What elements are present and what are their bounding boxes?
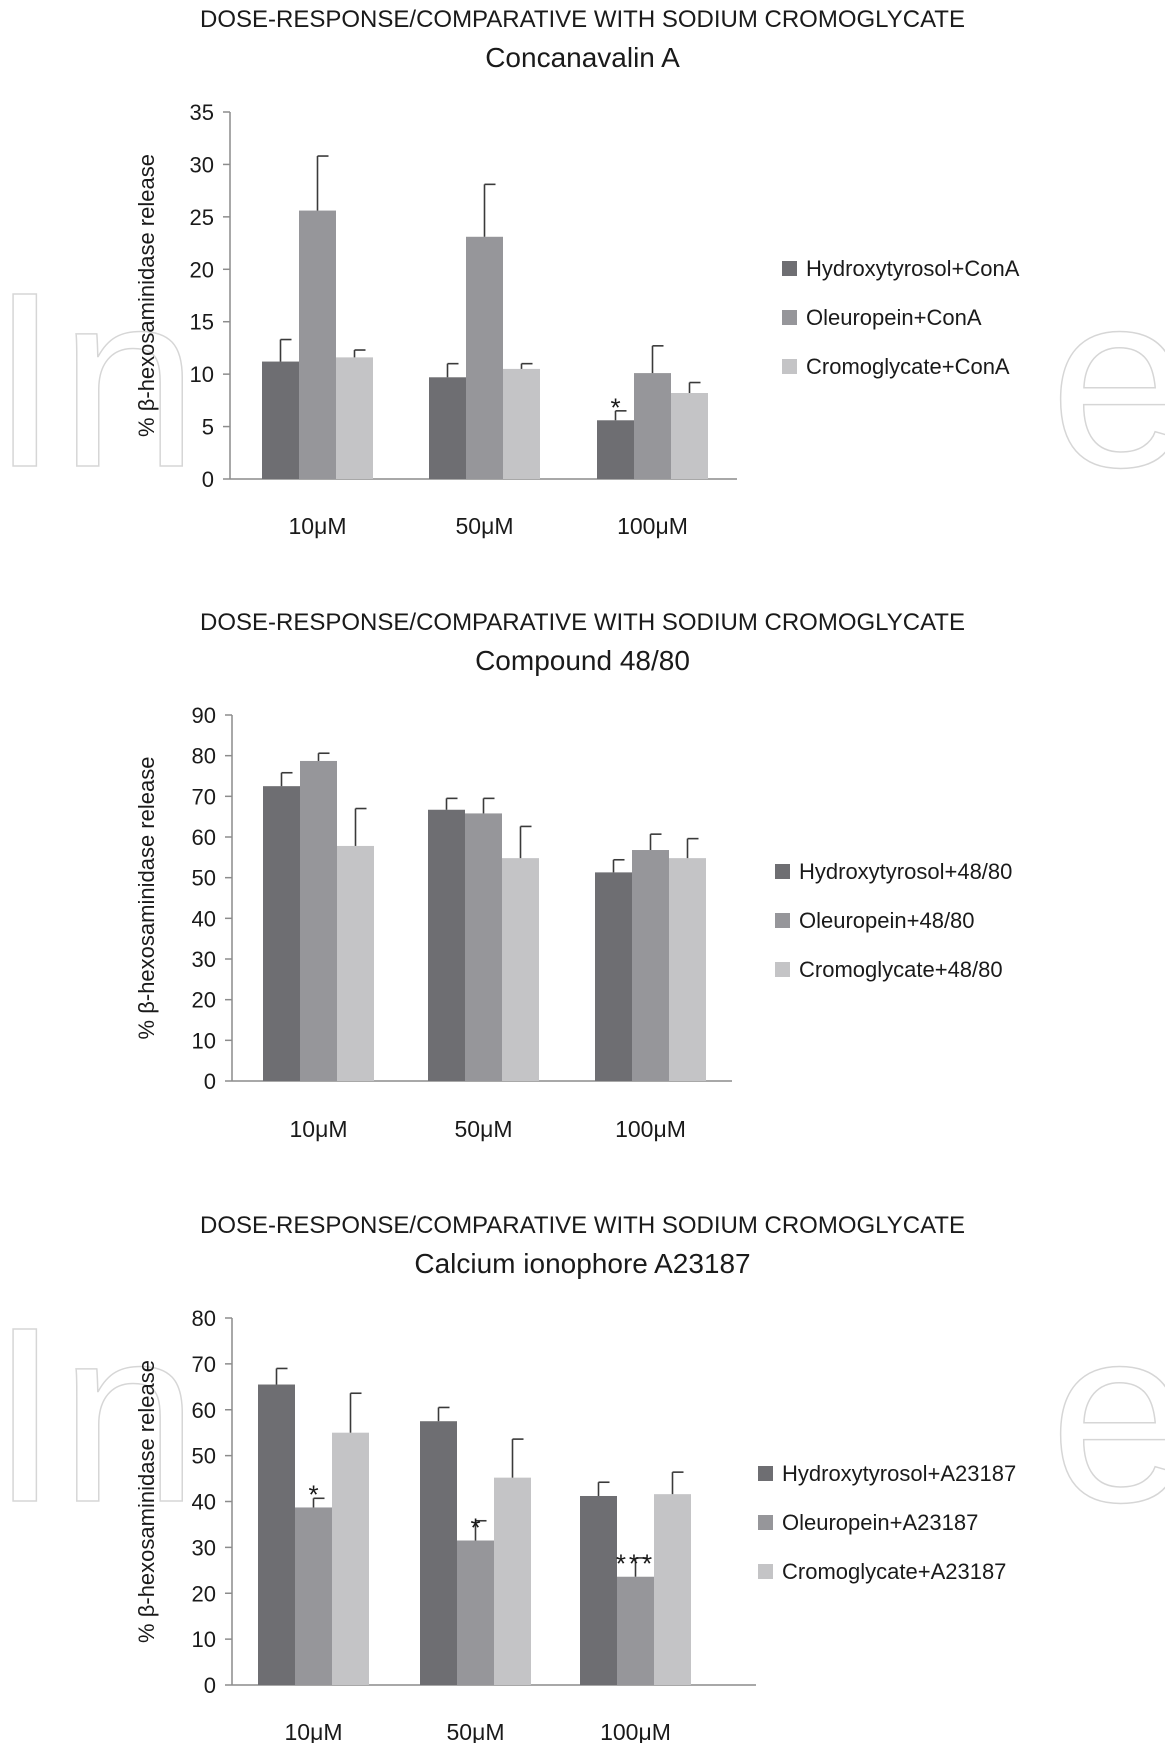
x-tick-label: 100μM — [615, 1116, 686, 1142]
bar — [295, 1507, 332, 1685]
bar — [428, 809, 465, 1081]
legend-swatch — [758, 1564, 773, 1579]
bar-chart-cona: 0 5 10 15 20 25 30 35 % β-hexosaminidase release… — [134, 100, 1020, 539]
y-tick-label: 10 — [192, 1028, 216, 1053]
y-tick-label: 60 — [192, 825, 216, 850]
bar — [634, 373, 671, 479]
y-tick-label: 35 — [190, 100, 214, 125]
y-tick-label: 70 — [192, 1352, 216, 1377]
y-tick-label: 5 — [202, 415, 214, 440]
bar — [457, 1540, 494, 1685]
chart-subtitle: Calcium ionophore A23187 — [414, 1248, 751, 1279]
legend-label: Oleuropein+ConA — [806, 305, 982, 330]
bar — [262, 361, 299, 479]
legend-swatch — [775, 962, 790, 977]
bar — [654, 1494, 691, 1685]
y-tick-label: 0 — [202, 467, 214, 492]
y-tick-label: 70 — [192, 784, 216, 809]
bar — [332, 1432, 369, 1685]
legend-swatch — [775, 913, 790, 928]
y-tick-label: 0 — [204, 1673, 216, 1698]
chart-subtitle: Concanavalin A — [485, 42, 680, 73]
bar — [632, 850, 669, 1081]
bar — [263, 786, 300, 1081]
x-tick-label: 100μM — [600, 1719, 671, 1743]
legend-label: Oleuropein+48/80 — [799, 908, 975, 933]
bar — [466, 236, 503, 479]
x-tick-label: 50μM — [456, 513, 514, 539]
x-tick-label: 10μM — [289, 513, 347, 539]
bar-chart-48-80: 0 10 20 30 40 50 60 70 80 90 % β-hexosaminidase re… — [134, 703, 1012, 1142]
bar — [258, 1384, 295, 1685]
legend-swatch — [782, 261, 797, 276]
x-tick-label: 100μM — [617, 513, 688, 539]
legend-label: Hydroxytyrosol+48/80 — [799, 859, 1012, 884]
y-tick-label: 10 — [192, 1627, 216, 1652]
legend-swatch — [782, 359, 797, 374]
legend-label: Cromoglycate+48/80 — [799, 957, 1003, 982]
watermark-right-bottom: en — [1049, 1275, 1165, 1554]
y-tick-label: 50 — [192, 1444, 216, 1469]
chart-title: DOSE-RESPONSE/COMPARATIVE WITH SODIUM CR… — [200, 1212, 965, 1239]
y-axis-label: % β-hexosaminidase release — [134, 1360, 159, 1643]
y-tick-label: 30 — [192, 1535, 216, 1560]
legend-label: Hydroxytyrosol+A23187 — [782, 1461, 1016, 1486]
bar — [671, 393, 708, 479]
y-tick-label: 90 — [192, 703, 216, 728]
chart-title: DOSE-RESPONSE/COMPARATIVE WITH SODIUM CR… — [200, 6, 965, 33]
y-axis-label: % β-hexosaminidase release — [134, 154, 159, 437]
y-tick-label: 80 — [192, 1306, 216, 1331]
bar — [669, 858, 706, 1081]
legend-label: Oleuropein+A23187 — [782, 1510, 978, 1535]
y-tick-label: 20 — [190, 257, 214, 282]
y-tick-label: 20 — [192, 1581, 216, 1606]
significance-marker: * — [308, 1479, 318, 1509]
y-tick-label: 10 — [190, 362, 214, 387]
bar — [617, 1576, 654, 1685]
y-tick-label: 60 — [192, 1398, 216, 1423]
legend-swatch — [758, 1515, 773, 1530]
significance-marker: *** — [616, 1549, 655, 1579]
bar — [465, 813, 502, 1081]
legend-swatch — [775, 864, 790, 879]
watermark-left-bottom: In — [0, 1275, 199, 1554]
y-tick-label: 40 — [192, 1490, 216, 1515]
legend-swatch — [782, 310, 797, 325]
y-tick-label: 50 — [192, 866, 216, 891]
y-tick-label: 20 — [192, 988, 216, 1013]
y-tick-label: 25 — [190, 205, 214, 230]
y-tick-label: 0 — [204, 1069, 216, 1094]
legend-label: Cromoglycate+ConA — [806, 354, 1010, 379]
bar — [503, 368, 540, 479]
legend-swatch — [758, 1466, 773, 1481]
legend-label: Hydroxytyrosol+ConA — [806, 256, 1020, 281]
y-tick-label: 80 — [192, 744, 216, 769]
x-tick-label: 10μM — [285, 1719, 343, 1743]
bar — [580, 1495, 617, 1685]
bar — [337, 845, 374, 1081]
bar — [494, 1477, 531, 1685]
bar — [429, 377, 466, 479]
bar — [300, 760, 337, 1081]
significance-marker: * — [610, 392, 620, 422]
bar — [299, 210, 336, 479]
chart-title: DOSE-RESPONSE/COMPARATIVE WITH SODIUM CR… — [200, 609, 965, 636]
significance-marker: * — [470, 1512, 480, 1542]
chart-subtitle: Compound 48/80 — [475, 645, 690, 676]
y-axis-label: % β-hexosaminidase release — [134, 757, 159, 1040]
bar — [420, 1421, 457, 1685]
bar-chart-a23187: 0 10 20 30 40 50 60 70 80 % β-hexosaminidase rele… — [134, 1306, 1016, 1743]
x-tick-label: 10μM — [290, 1116, 348, 1142]
x-tick-label: 50μM — [455, 1116, 513, 1142]
legend-label: Cromoglycate+A23187 — [782, 1559, 1006, 1584]
y-tick-label: 15 — [190, 310, 214, 335]
bar — [595, 872, 632, 1081]
y-tick-label: 40 — [192, 906, 216, 931]
bar — [597, 420, 634, 479]
bar — [336, 357, 373, 479]
y-tick-label: 30 — [190, 152, 214, 177]
x-tick-label: 50μM — [447, 1719, 505, 1743]
bar — [502, 858, 539, 1081]
y-tick-label: 30 — [192, 947, 216, 972]
